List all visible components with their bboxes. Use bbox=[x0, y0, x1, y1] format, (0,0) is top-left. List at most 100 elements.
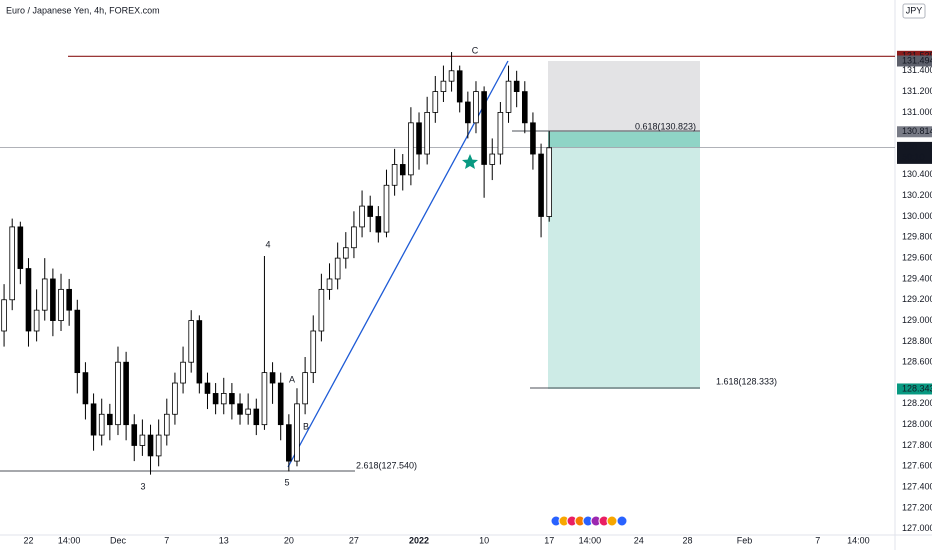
candle-body bbox=[9, 226, 16, 301]
y-tick-label: 127.800 bbox=[902, 440, 932, 450]
y-tick-label: 129.600 bbox=[902, 253, 932, 263]
candle-body bbox=[286, 424, 292, 462]
x-tick-label: Feb bbox=[737, 535, 753, 545]
candle-body bbox=[375, 216, 382, 233]
wave-label: 5 bbox=[284, 477, 289, 487]
candle-body bbox=[497, 112, 504, 155]
candle-body bbox=[473, 91, 479, 124]
x-tick-label: 10 bbox=[479, 535, 489, 545]
candle-body bbox=[180, 361, 186, 384]
wave-label: 3 bbox=[140, 481, 145, 491]
price-tag bbox=[897, 141, 932, 164]
candle-body bbox=[261, 372, 268, 426]
y-tick-label: 127.200 bbox=[902, 502, 932, 512]
candle-body bbox=[318, 288, 325, 332]
y-tick-label: 130.000 bbox=[902, 211, 932, 221]
price-tag bbox=[897, 126, 932, 138]
price-tag bbox=[897, 383, 932, 395]
candle-body bbox=[302, 372, 308, 405]
fib-label: 1.618(128.333) bbox=[716, 376, 777, 386]
chart-title: Euro / Japanese Yen, 4h, FOREX.com bbox=[6, 5, 160, 15]
x-tick-label: 14:00 bbox=[58, 535, 81, 545]
y-tick-label: 131.200 bbox=[902, 86, 932, 96]
candle-body bbox=[391, 164, 398, 186]
candle-body bbox=[294, 403, 300, 462]
x-tick-label: 7 bbox=[815, 535, 820, 545]
candle-body bbox=[521, 91, 528, 124]
event-icon[interactable] bbox=[616, 515, 628, 527]
y-tick-label: 131.000 bbox=[902, 107, 932, 117]
candle-body bbox=[489, 153, 496, 165]
x-tick-label: 7 bbox=[164, 535, 169, 545]
x-tick-label: 28 bbox=[683, 535, 693, 545]
fib-label: 0.618(130.823) bbox=[635, 121, 696, 131]
candle-body bbox=[513, 80, 520, 92]
candle-body bbox=[172, 382, 178, 415]
candle-body bbox=[424, 112, 430, 155]
price-tag-countdown: 50:10 bbox=[902, 152, 925, 162]
candle-body bbox=[204, 382, 211, 394]
candle-body bbox=[1, 299, 7, 332]
candle-body bbox=[432, 91, 439, 113]
stop-zone bbox=[548, 60, 700, 132]
wave-label: 4 bbox=[265, 239, 270, 249]
x-tick-label: 24 bbox=[634, 535, 644, 545]
candle-body bbox=[33, 309, 40, 332]
candle-body bbox=[416, 122, 422, 155]
x-tick-label: 14:00 bbox=[579, 535, 602, 545]
candle-body bbox=[530, 122, 536, 155]
candle-body bbox=[58, 288, 64, 321]
candle-body bbox=[465, 101, 471, 124]
candle-body bbox=[196, 320, 203, 384]
candle-body bbox=[505, 80, 512, 113]
candle-body bbox=[237, 403, 243, 415]
candle-body bbox=[98, 413, 105, 436]
y-tick-label: 128.200 bbox=[902, 398, 932, 408]
candle-body bbox=[253, 408, 260, 426]
x-tick-label: Dec bbox=[110, 535, 127, 545]
y-tick-label: 128.000 bbox=[902, 419, 932, 429]
candle-body bbox=[367, 205, 374, 217]
candle-body bbox=[481, 91, 487, 165]
fib-label: 2.618(127.540) bbox=[356, 460, 417, 470]
currency[interactable]: JPY bbox=[906, 5, 923, 15]
candle-body bbox=[155, 434, 162, 457]
entry-zone bbox=[548, 131, 700, 148]
currency-box[interactable] bbox=[902, 3, 926, 19]
trend-line bbox=[287, 60, 509, 468]
candle-body bbox=[147, 434, 154, 457]
y-tick-label: 127.600 bbox=[902, 461, 932, 471]
candle-body bbox=[408, 122, 414, 176]
x-tick-label: 27 bbox=[349, 535, 359, 545]
candle-body bbox=[399, 164, 406, 176]
candle-body bbox=[277, 382, 284, 426]
candle-body bbox=[456, 70, 463, 103]
candle-body bbox=[17, 226, 24, 269]
price-tag-label: 130.814 bbox=[902, 126, 932, 136]
price-tag-label: 128.343 bbox=[902, 383, 932, 393]
wave-label: B bbox=[303, 421, 309, 431]
candle-body bbox=[66, 288, 72, 311]
candle-body bbox=[440, 80, 447, 92]
candle-body bbox=[546, 147, 553, 217]
y-tick-label: 128.800 bbox=[902, 336, 932, 346]
y-tick-label: 129.800 bbox=[902, 232, 932, 242]
x-tick-label: 20 bbox=[284, 535, 294, 545]
candle-body bbox=[107, 413, 113, 426]
candle-body bbox=[25, 268, 32, 332]
event-icon[interactable] bbox=[606, 515, 618, 527]
candle-body bbox=[245, 408, 251, 415]
candle-body bbox=[212, 393, 219, 405]
y-tick-label: 131.400 bbox=[902, 65, 932, 75]
star-marker bbox=[462, 154, 478, 169]
candle-body bbox=[326, 278, 333, 290]
y-tick-label: 127.400 bbox=[902, 481, 932, 491]
candle-body bbox=[131, 424, 138, 446]
candle-body bbox=[163, 413, 170, 436]
y-tick-label: 129.000 bbox=[902, 315, 932, 325]
candle-body bbox=[269, 372, 276, 384]
event-icons[interactable] bbox=[550, 515, 628, 527]
candle-body bbox=[220, 393, 227, 405]
